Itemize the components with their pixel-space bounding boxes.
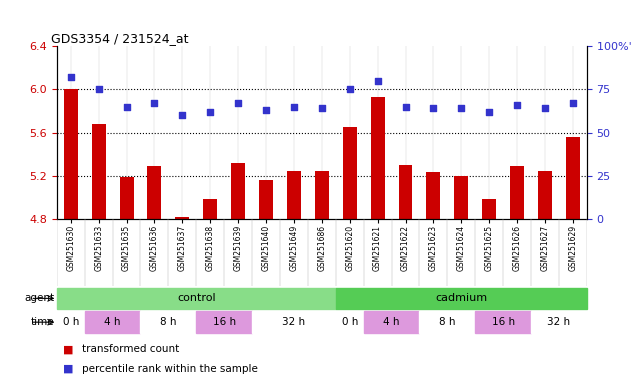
- Bar: [64, 89, 78, 219]
- Bar: [343, 127, 357, 219]
- Text: GSM251626: GSM251626: [512, 225, 522, 271]
- Point: [93, 86, 103, 93]
- Bar: [231, 163, 245, 219]
- Point: [484, 109, 494, 115]
- Bar: [363, 311, 420, 333]
- Bar: [427, 172, 440, 219]
- Bar: [203, 199, 217, 219]
- Bar: [175, 217, 189, 219]
- Text: 8 h: 8 h: [439, 317, 456, 327]
- Bar: [148, 166, 162, 219]
- Bar: [336, 311, 363, 333]
- Bar: [196, 311, 252, 333]
- Bar: [475, 311, 531, 333]
- Bar: [566, 137, 580, 219]
- Text: GSM251625: GSM251625: [485, 225, 493, 271]
- Point: [177, 112, 187, 118]
- Point: [66, 74, 76, 80]
- Point: [372, 78, 382, 84]
- Bar: [91, 124, 105, 219]
- Point: [289, 104, 299, 110]
- Bar: [57, 311, 85, 333]
- Text: 0 h: 0 h: [341, 317, 358, 327]
- Bar: [252, 311, 336, 333]
- Text: time: time: [30, 317, 54, 327]
- Text: GSM251635: GSM251635: [122, 225, 131, 271]
- Bar: [510, 166, 524, 219]
- Point: [233, 100, 243, 106]
- Bar: [287, 170, 301, 219]
- Bar: [538, 170, 552, 219]
- Bar: [85, 311, 141, 333]
- Text: GSM251622: GSM251622: [401, 225, 410, 271]
- Text: ■: ■: [63, 344, 77, 354]
- Point: [317, 105, 327, 111]
- Text: 32 h: 32 h: [547, 317, 570, 327]
- Bar: [399, 165, 413, 219]
- Text: GSM251623: GSM251623: [429, 225, 438, 271]
- Text: control: control: [177, 293, 216, 303]
- Text: GSM251630: GSM251630: [66, 225, 75, 271]
- Text: 8 h: 8 h: [160, 317, 177, 327]
- Text: GSM251629: GSM251629: [569, 225, 577, 271]
- Bar: [454, 176, 468, 219]
- Text: GSM251637: GSM251637: [178, 225, 187, 271]
- Text: 4 h: 4 h: [383, 317, 400, 327]
- Text: GSM251633: GSM251633: [94, 225, 103, 271]
- Text: 16 h: 16 h: [213, 317, 236, 327]
- Text: GSM251621: GSM251621: [373, 225, 382, 271]
- Bar: [531, 311, 587, 333]
- Bar: [336, 288, 587, 309]
- Text: agent: agent: [24, 293, 54, 303]
- Point: [401, 104, 411, 110]
- Text: GSM251638: GSM251638: [206, 225, 215, 271]
- Text: GSM251636: GSM251636: [150, 225, 159, 271]
- Text: 0 h: 0 h: [62, 317, 79, 327]
- Bar: [370, 97, 384, 219]
- Text: percentile rank within the sample: percentile rank within the sample: [82, 364, 258, 374]
- Text: transformed count: transformed count: [82, 344, 179, 354]
- Point: [122, 104, 132, 110]
- Point: [150, 100, 160, 106]
- Text: GSM251686: GSM251686: [317, 225, 326, 271]
- Text: GDS3354 / 231524_at: GDS3354 / 231524_at: [52, 32, 189, 45]
- Bar: [259, 180, 273, 219]
- Point: [428, 105, 439, 111]
- Text: GSM251624: GSM251624: [457, 225, 466, 271]
- Bar: [141, 311, 196, 333]
- Text: ■: ■: [63, 364, 77, 374]
- Bar: [119, 177, 134, 219]
- Point: [540, 105, 550, 111]
- Point: [568, 100, 578, 106]
- Point: [261, 107, 271, 113]
- Text: GSM251627: GSM251627: [541, 225, 550, 271]
- Text: GSM251620: GSM251620: [345, 225, 354, 271]
- Point: [205, 109, 215, 115]
- Text: cadmium: cadmium: [435, 293, 487, 303]
- Bar: [420, 311, 475, 333]
- Point: [345, 86, 355, 93]
- Bar: [57, 288, 336, 309]
- Text: 4 h: 4 h: [104, 317, 121, 327]
- Bar: [315, 170, 329, 219]
- Text: GSM251640: GSM251640: [261, 225, 271, 271]
- Point: [456, 105, 466, 111]
- Text: 32 h: 32 h: [282, 317, 305, 327]
- Text: 16 h: 16 h: [492, 317, 515, 327]
- Point: [512, 102, 522, 108]
- Bar: [482, 199, 496, 219]
- Text: GSM251649: GSM251649: [290, 225, 298, 271]
- Text: GSM251639: GSM251639: [233, 225, 242, 271]
